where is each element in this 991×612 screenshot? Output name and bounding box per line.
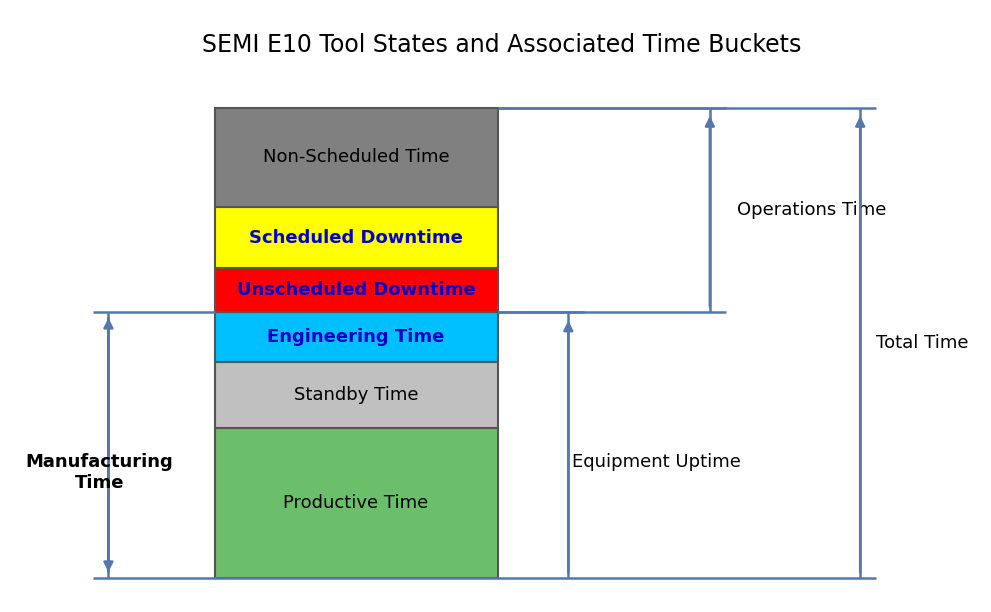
Bar (215, 428, 497, 578)
Text: Engineering Time: Engineering Time (268, 328, 445, 346)
Bar (215, 268, 497, 312)
Text: Equipment Uptime: Equipment Uptime (573, 452, 741, 471)
Text: Scheduled Downtime: Scheduled Downtime (249, 229, 463, 247)
Text: Productive Time: Productive Time (283, 494, 429, 512)
Title: SEMI E10 Tool States and Associated Time Buckets: SEMI E10 Tool States and Associated Time… (202, 34, 802, 58)
Bar (215, 108, 497, 207)
Bar (215, 312, 497, 362)
Text: Standby Time: Standby Time (293, 386, 418, 404)
Bar (215, 362, 497, 428)
Text: Operations Time: Operations Time (737, 201, 886, 219)
Bar (215, 207, 497, 268)
Text: Unscheduled Downtime: Unscheduled Downtime (237, 281, 476, 299)
Text: Total Time: Total Time (876, 334, 968, 352)
Text: Manufacturing
Time: Manufacturing Time (26, 453, 173, 492)
Text: Non-Scheduled Time: Non-Scheduled Time (263, 149, 449, 166)
